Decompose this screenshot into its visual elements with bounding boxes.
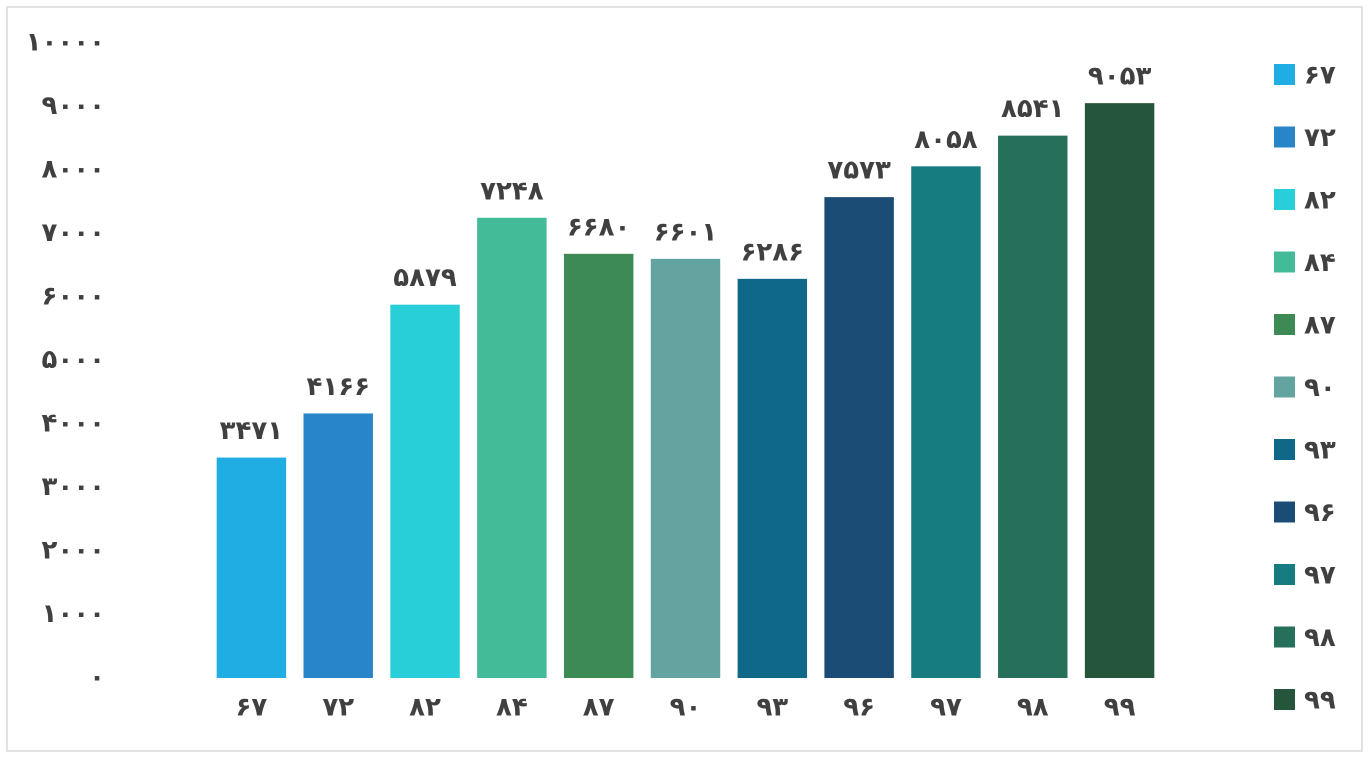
data-label: ۶۶۰۱: [654, 217, 717, 247]
legend-swatch: [1274, 314, 1295, 335]
x-tick-label: ۷۲: [322, 693, 354, 723]
y-tick-label: ۷۰۰۰: [42, 218, 105, 248]
data-label: ۸۰۵۸: [914, 125, 978, 155]
y-tick-label: ۲۰۰۰: [42, 536, 105, 566]
x-tick-label: ۸۲: [409, 693, 441, 723]
bar: [216, 457, 287, 678]
legend-label: ۹۳: [1304, 436, 1336, 466]
legend-swatch: [1274, 439, 1295, 460]
legend-label: ۷۲: [1304, 123, 1336, 153]
legend-swatch: [1274, 689, 1295, 710]
y-tick-label: ۱۰۰۰۰: [26, 28, 105, 58]
legend-swatch: [1274, 189, 1295, 210]
data-label: ۳۴۷۱: [220, 416, 283, 446]
data-label: ۷۲۴۸: [480, 176, 544, 206]
y-tick-label: ۶۰۰۰: [42, 282, 105, 312]
y-tick-label: ۰: [89, 663, 105, 693]
y-tick-label: ۹۰۰۰: [42, 91, 105, 121]
data-label: ۶۶۸۰: [567, 212, 630, 242]
bar: [824, 197, 894, 678]
legend-swatch: [1274, 564, 1295, 585]
bar: [303, 413, 373, 678]
y-tick-label: ۱۰۰۰: [42, 599, 105, 629]
data-label: ۵۸۷۹: [393, 263, 457, 293]
legend-label: ۶۷: [1304, 61, 1336, 91]
x-tick-label: ۹۷: [930, 693, 962, 723]
legend-label: ۹۷: [1304, 561, 1336, 591]
legend-swatch: [1274, 126, 1295, 148]
bar: [911, 166, 981, 678]
legend-swatch: [1274, 501, 1295, 523]
data-label: ۸۵۴۱: [1001, 94, 1064, 124]
x-tick-label: ۹۹: [1104, 693, 1136, 723]
chart-border: [6, 6, 1363, 752]
bar: [998, 135, 1068, 679]
data-label: ۶۲۸۶: [741, 237, 804, 267]
legend-swatch: [1274, 64, 1295, 85]
x-tick-label: ۹۶: [843, 693, 875, 723]
x-tick-label: ۹۸: [1017, 693, 1049, 723]
data-label: ۴۱۶۶: [306, 372, 369, 402]
y-tick-label: ۴۰۰۰: [42, 409, 105, 439]
bar: [650, 258, 721, 678]
x-tick-label: ۹۰: [670, 693, 702, 723]
legend-label: ۹۶: [1304, 498, 1336, 528]
legend-swatch: [1274, 376, 1295, 398]
bar: [737, 278, 808, 678]
x-tick-label: ۸۴: [496, 693, 528, 723]
y-tick-label: ۵۰۰۰: [42, 345, 105, 375]
legend-label: ۹۹: [1304, 686, 1336, 716]
legend-label: ۸۴: [1304, 248, 1336, 278]
x-tick-label: ۹۳: [756, 693, 788, 723]
bar: [390, 304, 460, 678]
bar: [477, 217, 547, 678]
legend-label: ۸۲: [1304, 186, 1336, 216]
legend-swatch: [1274, 251, 1295, 273]
x-tick-label: ۶۷: [236, 693, 268, 723]
data-label: ۷۵۷۳: [827, 156, 891, 186]
legend-label: ۹۸: [1304, 623, 1336, 653]
y-tick-label: ۸۰۰۰: [42, 155, 105, 185]
bar: [563, 253, 634, 678]
x-tick-label: ۸۷: [583, 693, 615, 723]
y-tick-label: ۳۰۰۰: [42, 472, 105, 502]
legend-label: ۸۷: [1304, 311, 1336, 341]
bar: [1084, 103, 1155, 678]
legend-swatch: [1274, 626, 1295, 648]
legend-label: ۹۰: [1304, 373, 1336, 403]
data-label: ۹۰۵۳: [1088, 62, 1152, 92]
